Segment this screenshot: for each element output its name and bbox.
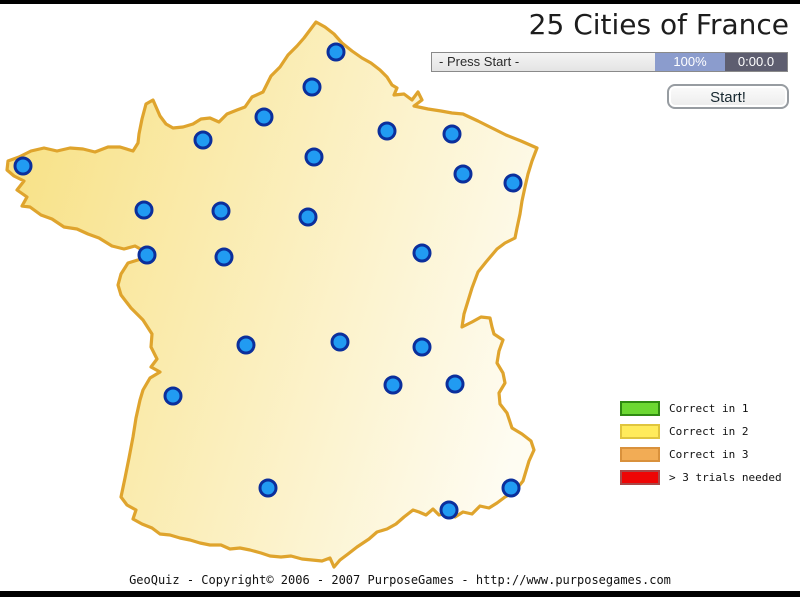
city-marker[interactable] — [258, 478, 278, 498]
legend-label: Correct in 2 — [669, 424, 749, 438]
legend-item: Correct in 2 — [620, 423, 782, 439]
city-marker[interactable] — [211, 201, 231, 221]
city-marker[interactable] — [302, 77, 322, 97]
timer-display: 0:00.0 — [725, 53, 787, 71]
legend: Correct in 1 Correct in 2 Correct in 3 > 3 … — [620, 400, 782, 492]
footer-credit: GeoQuiz - Copyright© 2006 - 2007 Purpose… — [129, 573, 671, 587]
city-marker[interactable] — [439, 500, 459, 520]
stage-top-border — [0, 0, 800, 4]
stage-bottom-border — [0, 591, 800, 597]
city-marker[interactable] — [134, 200, 154, 220]
city-marker[interactable] — [137, 245, 157, 265]
city-marker[interactable] — [377, 121, 397, 141]
city-marker[interactable] — [214, 247, 234, 267]
city-marker[interactable] — [383, 375, 403, 395]
city-marker[interactable] — [442, 124, 462, 144]
city-marker-layer — [13, 42, 523, 520]
legend-color-swatch — [620, 446, 660, 462]
legend-item: Correct in 3 — [620, 446, 782, 462]
status-message: - Press Start - — [432, 53, 655, 71]
city-marker[interactable] — [501, 478, 521, 498]
score-percent: 100% — [655, 53, 725, 71]
city-marker[interactable] — [13, 156, 33, 176]
legend-label: Correct in 1 — [669, 401, 749, 415]
city-marker[interactable] — [163, 386, 183, 406]
city-marker[interactable] — [412, 337, 432, 357]
status-bar: - Press Start - 100% 0:00.0 — [431, 52, 788, 72]
city-marker[interactable] — [453, 164, 473, 184]
legend-color-swatch — [620, 400, 660, 416]
city-marker[interactable] — [298, 207, 318, 227]
city-marker[interactable] — [304, 147, 324, 167]
page-title: 25 Cities of France — [528, 8, 789, 41]
city-marker[interactable] — [445, 374, 465, 394]
city-marker[interactable] — [412, 243, 432, 263]
legend-color-swatch — [620, 423, 660, 439]
legend-label: > 3 trials needed — [669, 470, 782, 484]
legend-label: Correct in 3 — [669, 447, 749, 461]
city-marker[interactable] — [503, 173, 523, 193]
city-marker[interactable] — [193, 130, 213, 150]
city-marker[interactable] — [254, 107, 274, 127]
city-marker[interactable] — [330, 332, 350, 352]
city-marker[interactable] — [326, 42, 346, 62]
legend-color-swatch — [620, 469, 660, 485]
city-marker[interactable] — [236, 335, 256, 355]
start-button[interactable]: Start! — [667, 84, 789, 109]
france-outline — [5, 20, 539, 569]
legend-item: > 3 trials needed — [620, 469, 782, 485]
legend-item: Correct in 1 — [620, 400, 782, 416]
